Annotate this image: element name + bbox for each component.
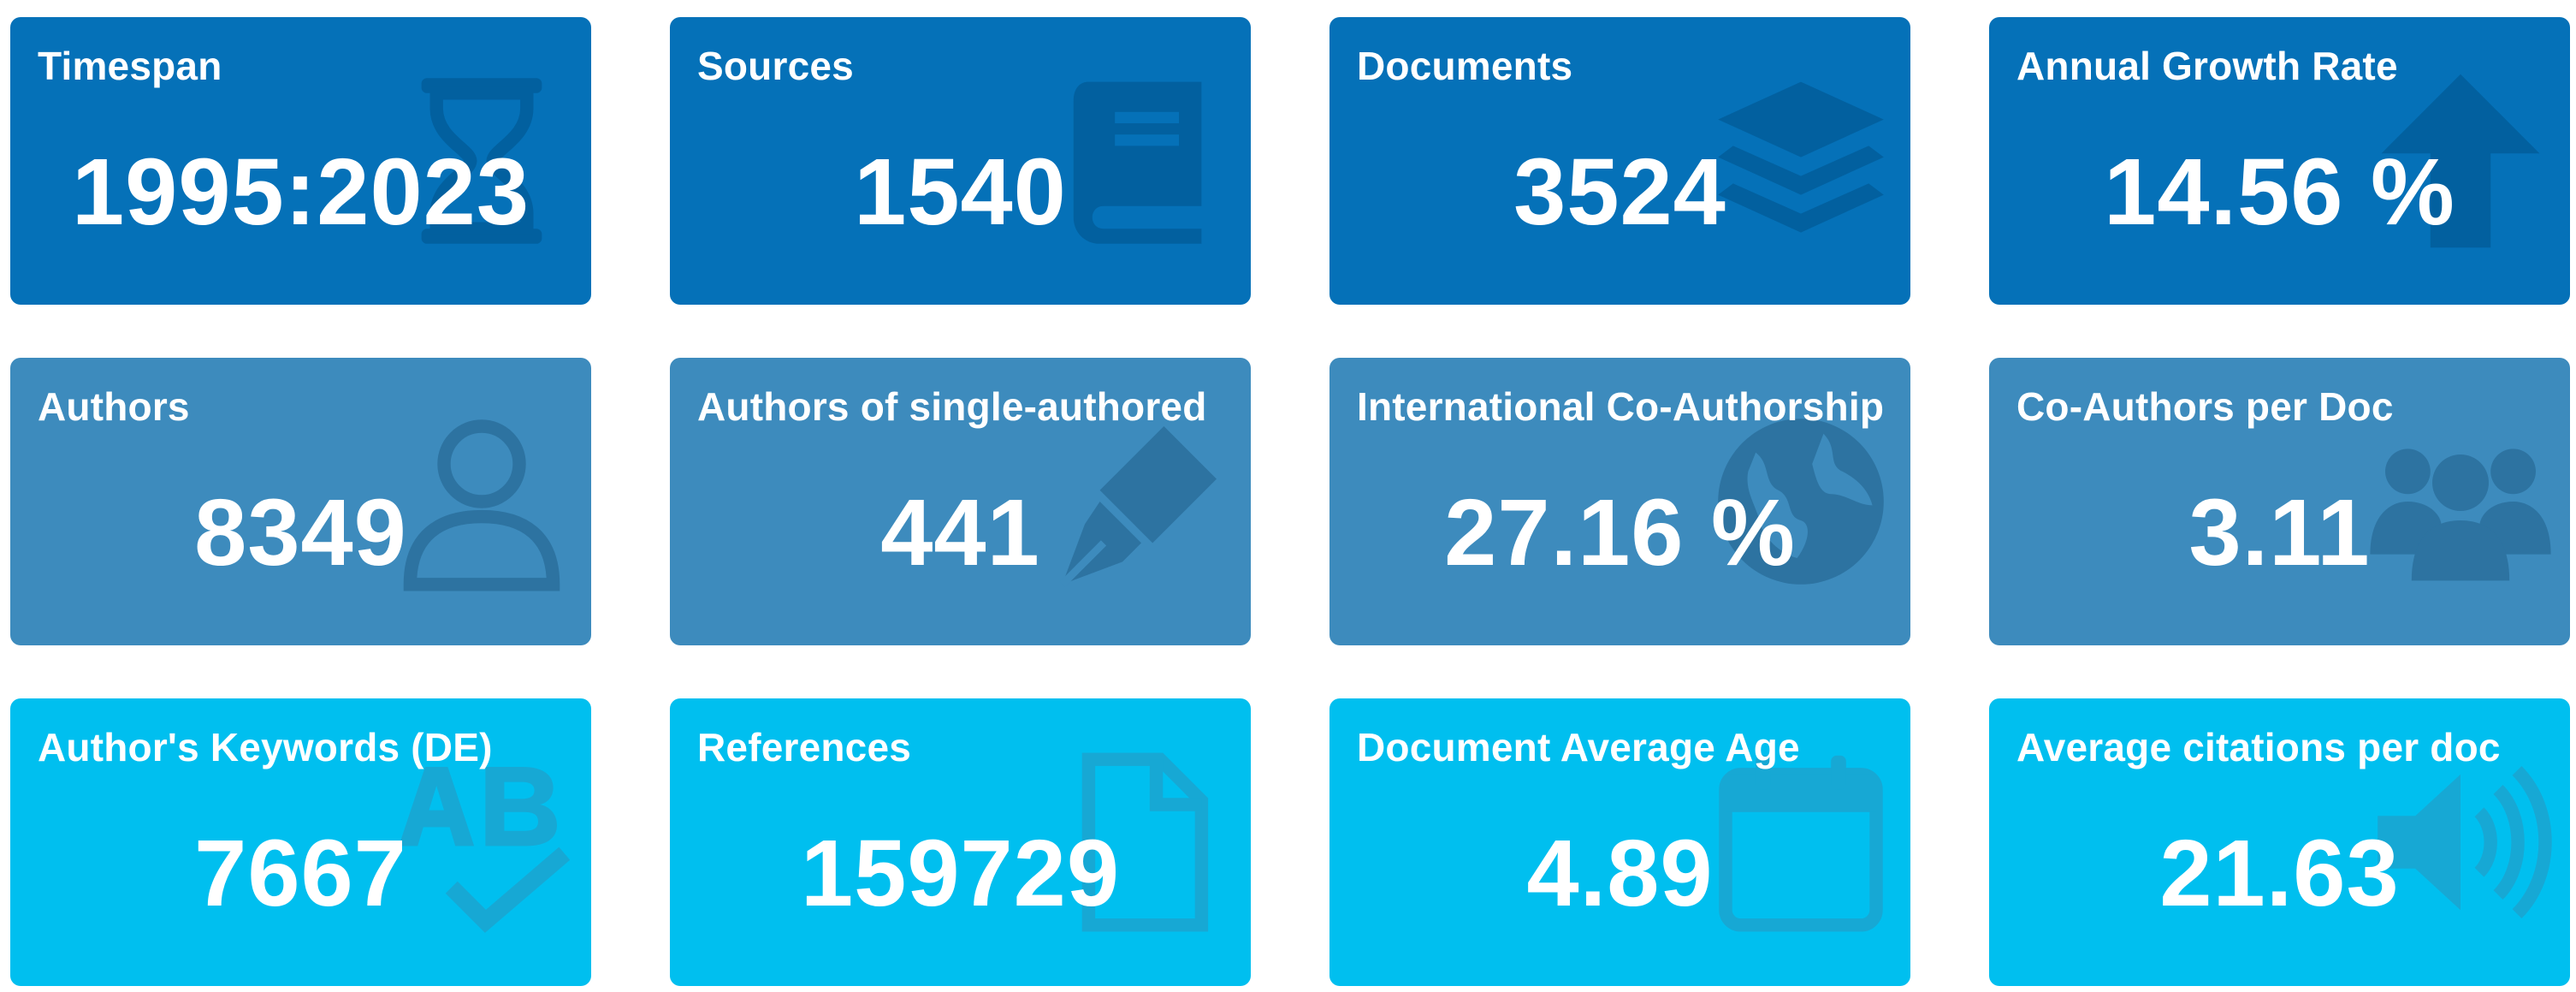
file-icon bbox=[1047, 748, 1235, 936]
info-box-document-average-age: Document Average Age 4.89 bbox=[1329, 698, 1910, 986]
info-box-sources: Sources 1540 bbox=[670, 17, 1251, 305]
info-box-label: Authors bbox=[38, 384, 190, 429]
user-icon bbox=[388, 407, 576, 596]
users-icon bbox=[2366, 407, 2555, 596]
info-box-value: 4.89 bbox=[1526, 821, 1714, 926]
info-box-value: 1540 bbox=[854, 140, 1067, 245]
info-box-label: Average citations per doc bbox=[2016, 725, 2501, 769]
info-box-annual-growth-rate: Annual Growth Rate 14.56 % bbox=[1989, 17, 2570, 305]
info-box-label: Authors of single-authored bbox=[697, 384, 1207, 429]
info-box-label: References bbox=[697, 725, 912, 769]
arrow-up-icon bbox=[2366, 67, 2555, 255]
info-box-label: Author's Keywords (DE) bbox=[38, 725, 493, 769]
info-box-timespan: Timespan 1995:2023 bbox=[10, 17, 591, 305]
info-box-label: Documents bbox=[1357, 44, 1573, 88]
calendar-icon bbox=[1707, 748, 1895, 936]
info-box-value: 14.56 % bbox=[2104, 140, 2455, 245]
info-box-label: Sources bbox=[697, 44, 854, 88]
volume-icon bbox=[2366, 748, 2555, 936]
info-box-documents: Documents 3524 bbox=[1329, 17, 1910, 305]
info-box-value: 1995:2023 bbox=[71, 140, 530, 245]
info-box-value: 3.11 bbox=[2188, 480, 2371, 585]
globe-icon bbox=[1707, 407, 1895, 596]
info-box-grid: Timespan 1995:2023 Sources 1540 Document… bbox=[10, 17, 2570, 986]
info-box-average-citations-per-doc: Average citations per doc 21.63 bbox=[1989, 698, 2570, 986]
info-box-references: References 159729 bbox=[670, 698, 1251, 986]
spell-check-icon bbox=[388, 748, 576, 936]
info-box-authors-keywords: Author's Keywords (DE) 7667 bbox=[10, 698, 591, 986]
info-box-authors: Authors 8349 bbox=[10, 358, 591, 645]
info-box-authors-single-authored: Authors of single-authored 441 bbox=[670, 358, 1251, 645]
info-box-label: Timespan bbox=[38, 44, 222, 88]
info-box-value: 8349 bbox=[194, 480, 407, 585]
pen-nib-icon bbox=[1047, 407, 1235, 596]
info-box-value: 3524 bbox=[1513, 140, 1726, 245]
hourglass-icon bbox=[388, 67, 576, 255]
info-box-international-co-authorship: International Co-Authorship 27.16 % bbox=[1329, 358, 1910, 645]
info-box-value: 21.63 bbox=[2159, 821, 2400, 926]
info-box-value: 27.16 % bbox=[1444, 480, 1796, 585]
info-box-value: 159729 bbox=[800, 821, 1121, 926]
info-box-value: 441 bbox=[880, 480, 1040, 585]
layers-icon bbox=[1707, 67, 1895, 255]
info-box-label: Document Average Age bbox=[1357, 725, 1800, 769]
info-box-label: Co-Authors per Doc bbox=[2016, 384, 2394, 429]
info-box-label: Annual Growth Rate bbox=[2016, 44, 2398, 88]
info-box-co-authors-per-doc: Co-Authors per Doc 3.11 bbox=[1989, 358, 2570, 645]
info-box-label: International Co-Authorship bbox=[1357, 384, 1885, 429]
book-icon bbox=[1047, 67, 1235, 255]
info-box-value: 7667 bbox=[194, 821, 407, 926]
